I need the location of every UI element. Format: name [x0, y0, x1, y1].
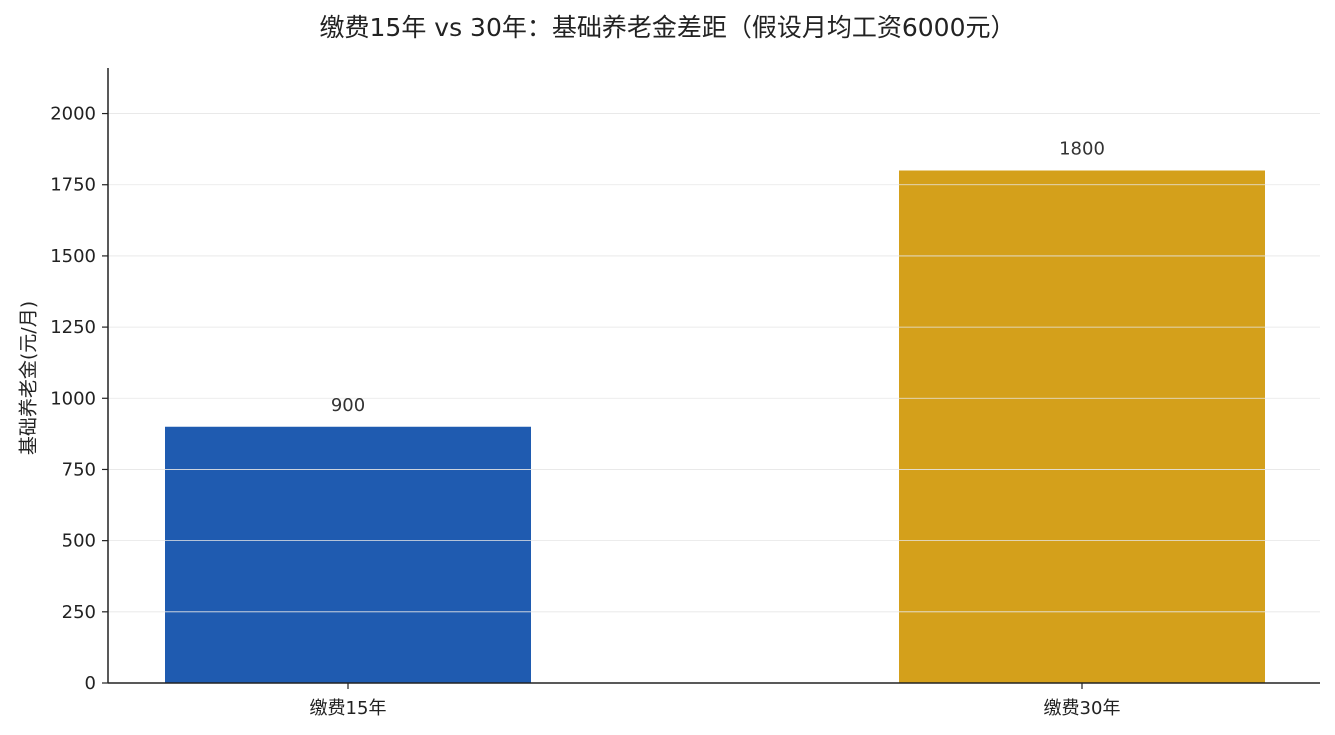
chart-title: 缴费15年 vs 30年：基础养老金差距（假设月均工资6000元）	[319, 13, 1016, 42]
y-tick-label: 1500	[50, 246, 96, 267]
y-tick-label: 1000	[50, 388, 96, 409]
data-label: 1800	[1059, 139, 1105, 160]
y-tick-label: 500	[62, 531, 96, 552]
y-tick-label: 0	[85, 673, 96, 694]
y-tick-label: 750	[62, 459, 96, 480]
x-tick-label: 缴费15年	[310, 698, 387, 719]
y-tick-label: 250	[62, 602, 96, 623]
y-tick-label: 1750	[50, 175, 96, 196]
bars-group	[165, 170, 1265, 683]
bar-1	[165, 426, 531, 683]
gridlines	[108, 113, 1320, 613]
y-tick-label: 1250	[50, 317, 96, 338]
x-tick-label: 缴费30年	[1044, 698, 1121, 719]
y-tick-label: 2000	[50, 104, 96, 125]
data-label: 900	[331, 395, 365, 416]
bar-2	[899, 170, 1265, 683]
